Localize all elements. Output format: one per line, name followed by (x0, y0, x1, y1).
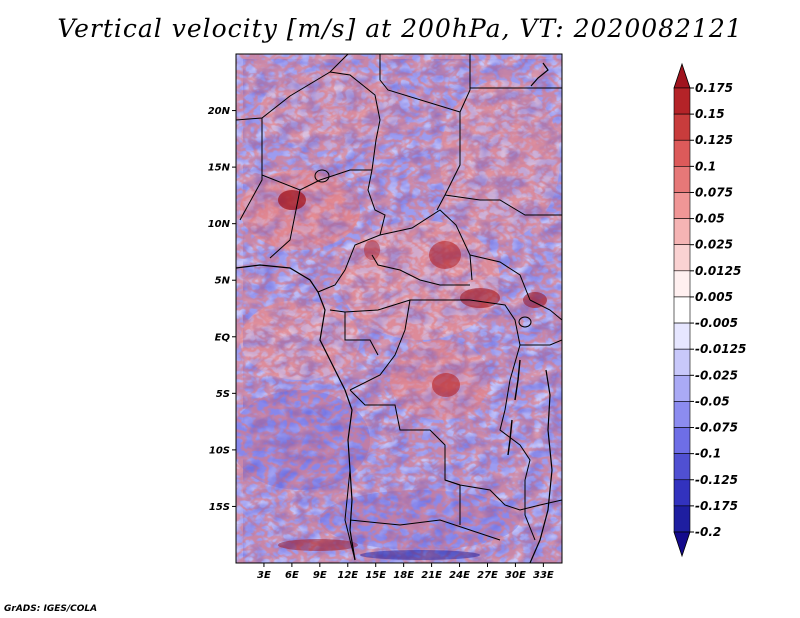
colorbar-bin (673, 218, 691, 246)
colorbar-label: -0.025 (695, 368, 738, 382)
colorbar-bin (673, 453, 691, 481)
colorbar-label: 0.1 (695, 159, 716, 173)
colorbar-bin (673, 296, 691, 324)
colorbar-label: -0.005 (695, 316, 738, 330)
latitude-axis: 20N 15N 10N 5N EQ 5S 10S 15S (208, 106, 236, 513)
colorbar-bin (673, 401, 691, 428)
lat-tick-label: 15N (208, 163, 231, 174)
field-patterns (236, 54, 562, 563)
colorbar-bin (673, 139, 691, 167)
colorbar-label: -0.2 (695, 525, 721, 539)
lon-tick-label: 9E (313, 570, 327, 581)
lat-tick-label: 15S (209, 502, 230, 513)
colorbar-bottom-arrow (673, 531, 691, 558)
map-plot-area (236, 54, 562, 563)
lat-tick-label: 5N (215, 276, 231, 287)
grads-credit: GrADS: IGES/COLA (4, 604, 98, 614)
colorbar-bin (673, 505, 691, 533)
country-borders (236, 54, 562, 563)
colorbar-label: 0.075 (695, 185, 733, 199)
colorbar: 0.175 0.15 0.125 0.1 0.075 0.05 0.025 0.0125 0.0… (673, 62, 746, 558)
colorbar-bin (673, 427, 691, 454)
lon-tick-label: 12E (337, 570, 358, 581)
lat-tick-label: 10N (208, 219, 231, 230)
lon-tick-label: 27E (477, 570, 498, 581)
colorbar-label: -0.05 (695, 394, 730, 408)
colorbar-bin (673, 192, 691, 219)
colorbar-label: 0.005 (695, 290, 733, 304)
colorbar-label: 0.15 (695, 107, 725, 121)
colorbar-label: 0.175 (695, 81, 733, 95)
colorbar-bin (673, 374, 691, 402)
colorbar-label: 0.025 (695, 238, 733, 252)
colorbar-bin (673, 348, 691, 376)
lat-tick-label: EQ (215, 332, 231, 343)
colorbar-label: 0.0125 (695, 264, 741, 278)
colorbar-bin (673, 479, 691, 507)
lon-tick-label: 6E (285, 570, 299, 581)
colorbar-top-arrow (673, 62, 691, 89)
colorbar-bin (673, 244, 691, 272)
map-frame (235, 53, 563, 564)
colorbar-bin (673, 113, 691, 141)
lon-tick-label: 30E (505, 570, 526, 581)
colorbar-label: -0.075 (695, 421, 738, 435)
colorbar-label: -0.175 (695, 499, 738, 513)
lat-tick-label: 10S (209, 445, 230, 456)
lon-tick-label: 21E (421, 570, 442, 581)
colorbar-label: 0.05 (695, 212, 725, 226)
lat-tick-label: 5S (216, 389, 230, 400)
colorbar-label: -0.125 (695, 473, 738, 487)
colorbar-label: -0.0125 (695, 342, 746, 356)
lon-tick-label: 33E (533, 570, 554, 581)
lon-tick-label: 15E (365, 570, 386, 581)
colorbar-bin (673, 322, 691, 350)
chart-title: Vertical velocity [m/s] at 200hPa, VT: 2… (57, 14, 743, 43)
colorbar-label: -0.1 (695, 447, 721, 461)
colorbar-label: 0.125 (695, 133, 733, 147)
lon-tick-label: 18E (393, 570, 414, 581)
colorbar-bin (673, 87, 691, 115)
lat-tick-label: 20N (208, 106, 231, 117)
lon-tick-label: 3E (257, 570, 271, 581)
colorbar-bin (673, 166, 691, 193)
lon-tick-label: 24E (449, 570, 470, 581)
longitude-axis: 3E 6E 9E 12E 15E 18E 21E 24E 27E 30E 33E (257, 563, 554, 581)
colorbar-bin (673, 270, 691, 298)
